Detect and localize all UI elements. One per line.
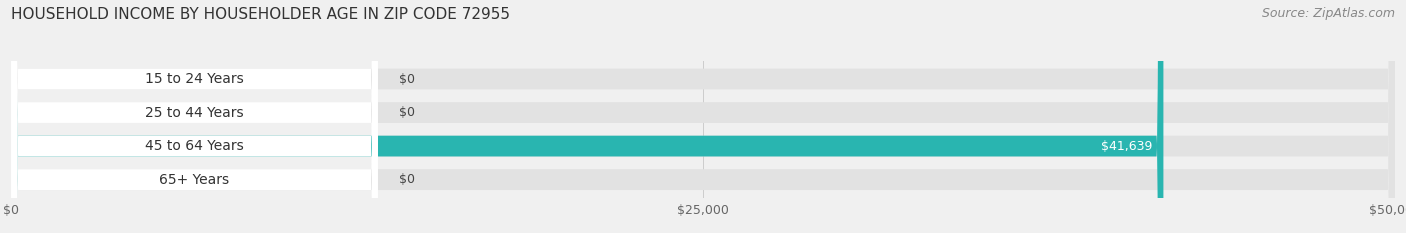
Text: HOUSEHOLD INCOME BY HOUSEHOLDER AGE IN ZIP CODE 72955: HOUSEHOLD INCOME BY HOUSEHOLDER AGE IN Z…: [11, 7, 510, 22]
FancyBboxPatch shape: [11, 0, 378, 233]
FancyBboxPatch shape: [11, 0, 1395, 233]
Text: $41,639: $41,639: [1101, 140, 1153, 153]
Text: $0: $0: [399, 173, 415, 186]
Text: Source: ZipAtlas.com: Source: ZipAtlas.com: [1261, 7, 1395, 20]
FancyBboxPatch shape: [11, 0, 1395, 233]
FancyBboxPatch shape: [11, 0, 1395, 233]
FancyBboxPatch shape: [11, 0, 378, 233]
Text: 65+ Years: 65+ Years: [159, 173, 229, 187]
FancyBboxPatch shape: [11, 0, 378, 233]
Text: $0: $0: [399, 72, 415, 86]
Text: 15 to 24 Years: 15 to 24 Years: [145, 72, 243, 86]
FancyBboxPatch shape: [11, 0, 1163, 233]
FancyBboxPatch shape: [11, 0, 378, 233]
FancyBboxPatch shape: [11, 0, 1395, 233]
Text: 45 to 64 Years: 45 to 64 Years: [145, 139, 243, 153]
Text: 25 to 44 Years: 25 to 44 Years: [145, 106, 243, 120]
Text: $0: $0: [399, 106, 415, 119]
